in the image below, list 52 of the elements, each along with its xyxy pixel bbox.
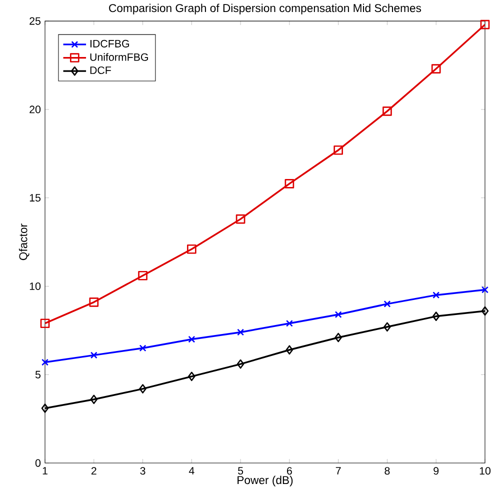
point <box>40 318 50 328</box>
point <box>42 358 48 366</box>
point <box>431 64 441 74</box>
point <box>139 384 146 394</box>
x-tick-label: 7 <box>336 467 341 474</box>
y-tick-label: 10 <box>30 282 41 290</box>
legend-label: DCF <box>90 66 111 74</box>
point <box>481 286 488 294</box>
point <box>334 145 343 155</box>
point <box>432 312 440 321</box>
point <box>384 300 391 308</box>
point <box>188 372 196 382</box>
legend-label: UniformFBG <box>90 52 148 61</box>
y-tick-label: 15 <box>30 194 41 202</box>
point <box>139 344 146 352</box>
x-tick-label: 5 <box>238 467 244 474</box>
chart-title: Comparision Graph of Dispersion compensation Mid Schemes <box>109 4 422 14</box>
x-tick-label: 2 <box>91 467 96 474</box>
point <box>284 178 294 188</box>
x-tick-label: 10 <box>480 467 490 475</box>
x-tick-label: 1 <box>42 467 48 474</box>
point <box>384 322 391 332</box>
x-tick-label: 4 <box>188 467 194 474</box>
point <box>237 328 244 336</box>
x-tick-label: 3 <box>140 467 146 475</box>
point <box>286 320 293 327</box>
point <box>138 270 148 280</box>
point <box>334 310 342 318</box>
point <box>186 244 196 254</box>
point <box>286 345 294 354</box>
point <box>90 352 98 359</box>
legend-label: IDCFBG <box>90 40 129 48</box>
y-tick-label: 20 <box>30 106 41 114</box>
point <box>432 292 440 299</box>
x-axis-title: Power (dB) <box>238 476 293 486</box>
point <box>382 106 392 116</box>
point <box>334 332 342 342</box>
point <box>90 394 98 404</box>
point <box>236 359 244 369</box>
point <box>480 20 490 30</box>
y-tick-label: 0 <box>35 459 41 467</box>
y-axis-title: Qfactor <box>18 224 30 260</box>
y-tick-label: 25 <box>30 17 41 25</box>
point <box>188 336 196 343</box>
y-tick-label: 5 <box>35 370 41 378</box>
point <box>89 297 99 307</box>
x-tick-label: 8 <box>384 467 390 475</box>
x-tick-label: 6 <box>287 467 292 475</box>
point <box>236 214 246 224</box>
x-tick-label: 9 <box>434 467 439 475</box>
point <box>481 306 489 316</box>
point <box>41 404 49 413</box>
